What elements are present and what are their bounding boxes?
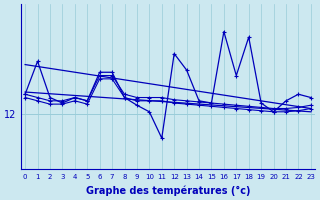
- X-axis label: Graphe des températures (°c): Graphe des températures (°c): [86, 185, 250, 196]
